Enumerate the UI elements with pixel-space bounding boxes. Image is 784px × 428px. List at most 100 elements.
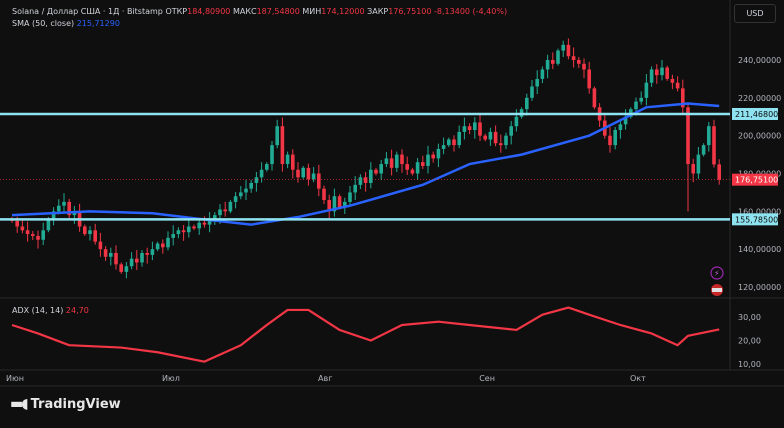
candle <box>613 126 617 150</box>
candle <box>530 80 534 101</box>
candle-body <box>717 164 721 180</box>
adx-tick-label: 30,00 <box>738 313 761 322</box>
candle-body <box>135 258 139 263</box>
candle <box>150 241 155 261</box>
candle <box>311 167 316 183</box>
price-tick-label: 120,00000 <box>738 283 781 292</box>
candle <box>389 149 394 176</box>
candle-body <box>613 130 617 146</box>
candle-body <box>254 177 259 183</box>
candle <box>707 122 711 152</box>
candle-body <box>681 88 685 108</box>
candle <box>145 247 149 264</box>
candle-body <box>223 209 227 212</box>
candle-body <box>655 69 659 76</box>
candle <box>452 135 456 152</box>
candle <box>301 165 305 180</box>
candle-body <box>566 44 571 57</box>
candle <box>192 224 196 231</box>
candle <box>103 246 108 261</box>
time-tick-label: Сен <box>479 374 495 383</box>
candle-body <box>239 192 243 197</box>
candle-body <box>623 116 628 125</box>
candle-body <box>670 78 675 83</box>
candle-body <box>608 135 612 146</box>
candle <box>467 123 472 135</box>
candle-body <box>265 164 269 170</box>
candle <box>374 167 378 176</box>
candle-body <box>25 230 30 235</box>
candle <box>701 143 706 157</box>
candle <box>670 74 675 90</box>
adx-line <box>11 306 720 363</box>
candle-body <box>514 116 519 127</box>
candle-body <box>15 220 19 227</box>
candle-body <box>327 200 331 212</box>
candle-body <box>233 196 238 202</box>
candle <box>353 176 357 201</box>
candle <box>322 185 326 205</box>
candle-body <box>301 167 305 178</box>
open-label: ОТКР <box>165 7 188 16</box>
candle <box>332 188 337 217</box>
candle-body <box>197 222 201 229</box>
candle <box>509 120 513 145</box>
candle-body <box>93 230 97 242</box>
candle-body <box>582 63 586 70</box>
candle-body <box>691 164 695 174</box>
candle-body <box>644 82 649 98</box>
candle-body <box>701 145 706 155</box>
candle <box>41 222 45 246</box>
candle <box>161 239 165 254</box>
candle-body <box>441 145 446 149</box>
adx-legend: ADX (14, 14) 24,70 <box>12 305 89 317</box>
candle <box>51 207 56 226</box>
close-value: 176,75100 <box>388 7 432 16</box>
candle <box>384 151 389 168</box>
candle <box>608 126 612 153</box>
candle <box>244 179 248 201</box>
candle-body <box>499 143 503 146</box>
candle <box>426 145 430 174</box>
candle <box>395 151 399 173</box>
candle-body <box>509 126 513 136</box>
candle-body <box>343 201 347 208</box>
currency-button[interactable]: USD <box>734 4 776 23</box>
low-value: 174,12000 <box>321 7 365 16</box>
tradingview-logo[interactable]: ▬◖ TradingView <box>10 396 121 412</box>
candle-body <box>675 82 680 89</box>
sma-label[interactable]: SMA (50, close) <box>12 19 75 28</box>
candle-body <box>660 67 664 76</box>
time-tick-label: Авг <box>318 374 332 383</box>
candle <box>660 60 664 81</box>
adx-value: 24,70 <box>65 306 89 315</box>
candle <box>478 114 482 141</box>
candle <box>280 117 285 172</box>
candle <box>566 38 571 60</box>
candle <box>457 125 461 149</box>
candle <box>348 186 352 205</box>
candle-body <box>473 122 477 131</box>
lightning-glyph: ⚡ <box>714 269 720 278</box>
candle <box>410 167 415 176</box>
candle <box>582 58 586 79</box>
change-value: -8,13400 (-4,40%) <box>434 7 508 16</box>
candle-body <box>389 158 394 168</box>
candle <box>249 179 253 193</box>
candle-body <box>665 67 669 79</box>
candle <box>254 172 259 192</box>
candle <box>592 86 597 110</box>
candle-body <box>285 154 290 165</box>
adx-label[interactable]: ADX (14, 14) <box>12 306 64 315</box>
candle-body <box>192 226 196 229</box>
candle <box>436 143 441 168</box>
candle <box>265 162 269 172</box>
candle <box>233 192 238 209</box>
candle-body <box>462 126 467 132</box>
candle <box>525 93 529 116</box>
candle-body <box>358 177 363 185</box>
candle-body <box>306 167 311 180</box>
horizontal-line-label: 155,78500 <box>735 215 778 224</box>
candle-body <box>332 196 337 212</box>
